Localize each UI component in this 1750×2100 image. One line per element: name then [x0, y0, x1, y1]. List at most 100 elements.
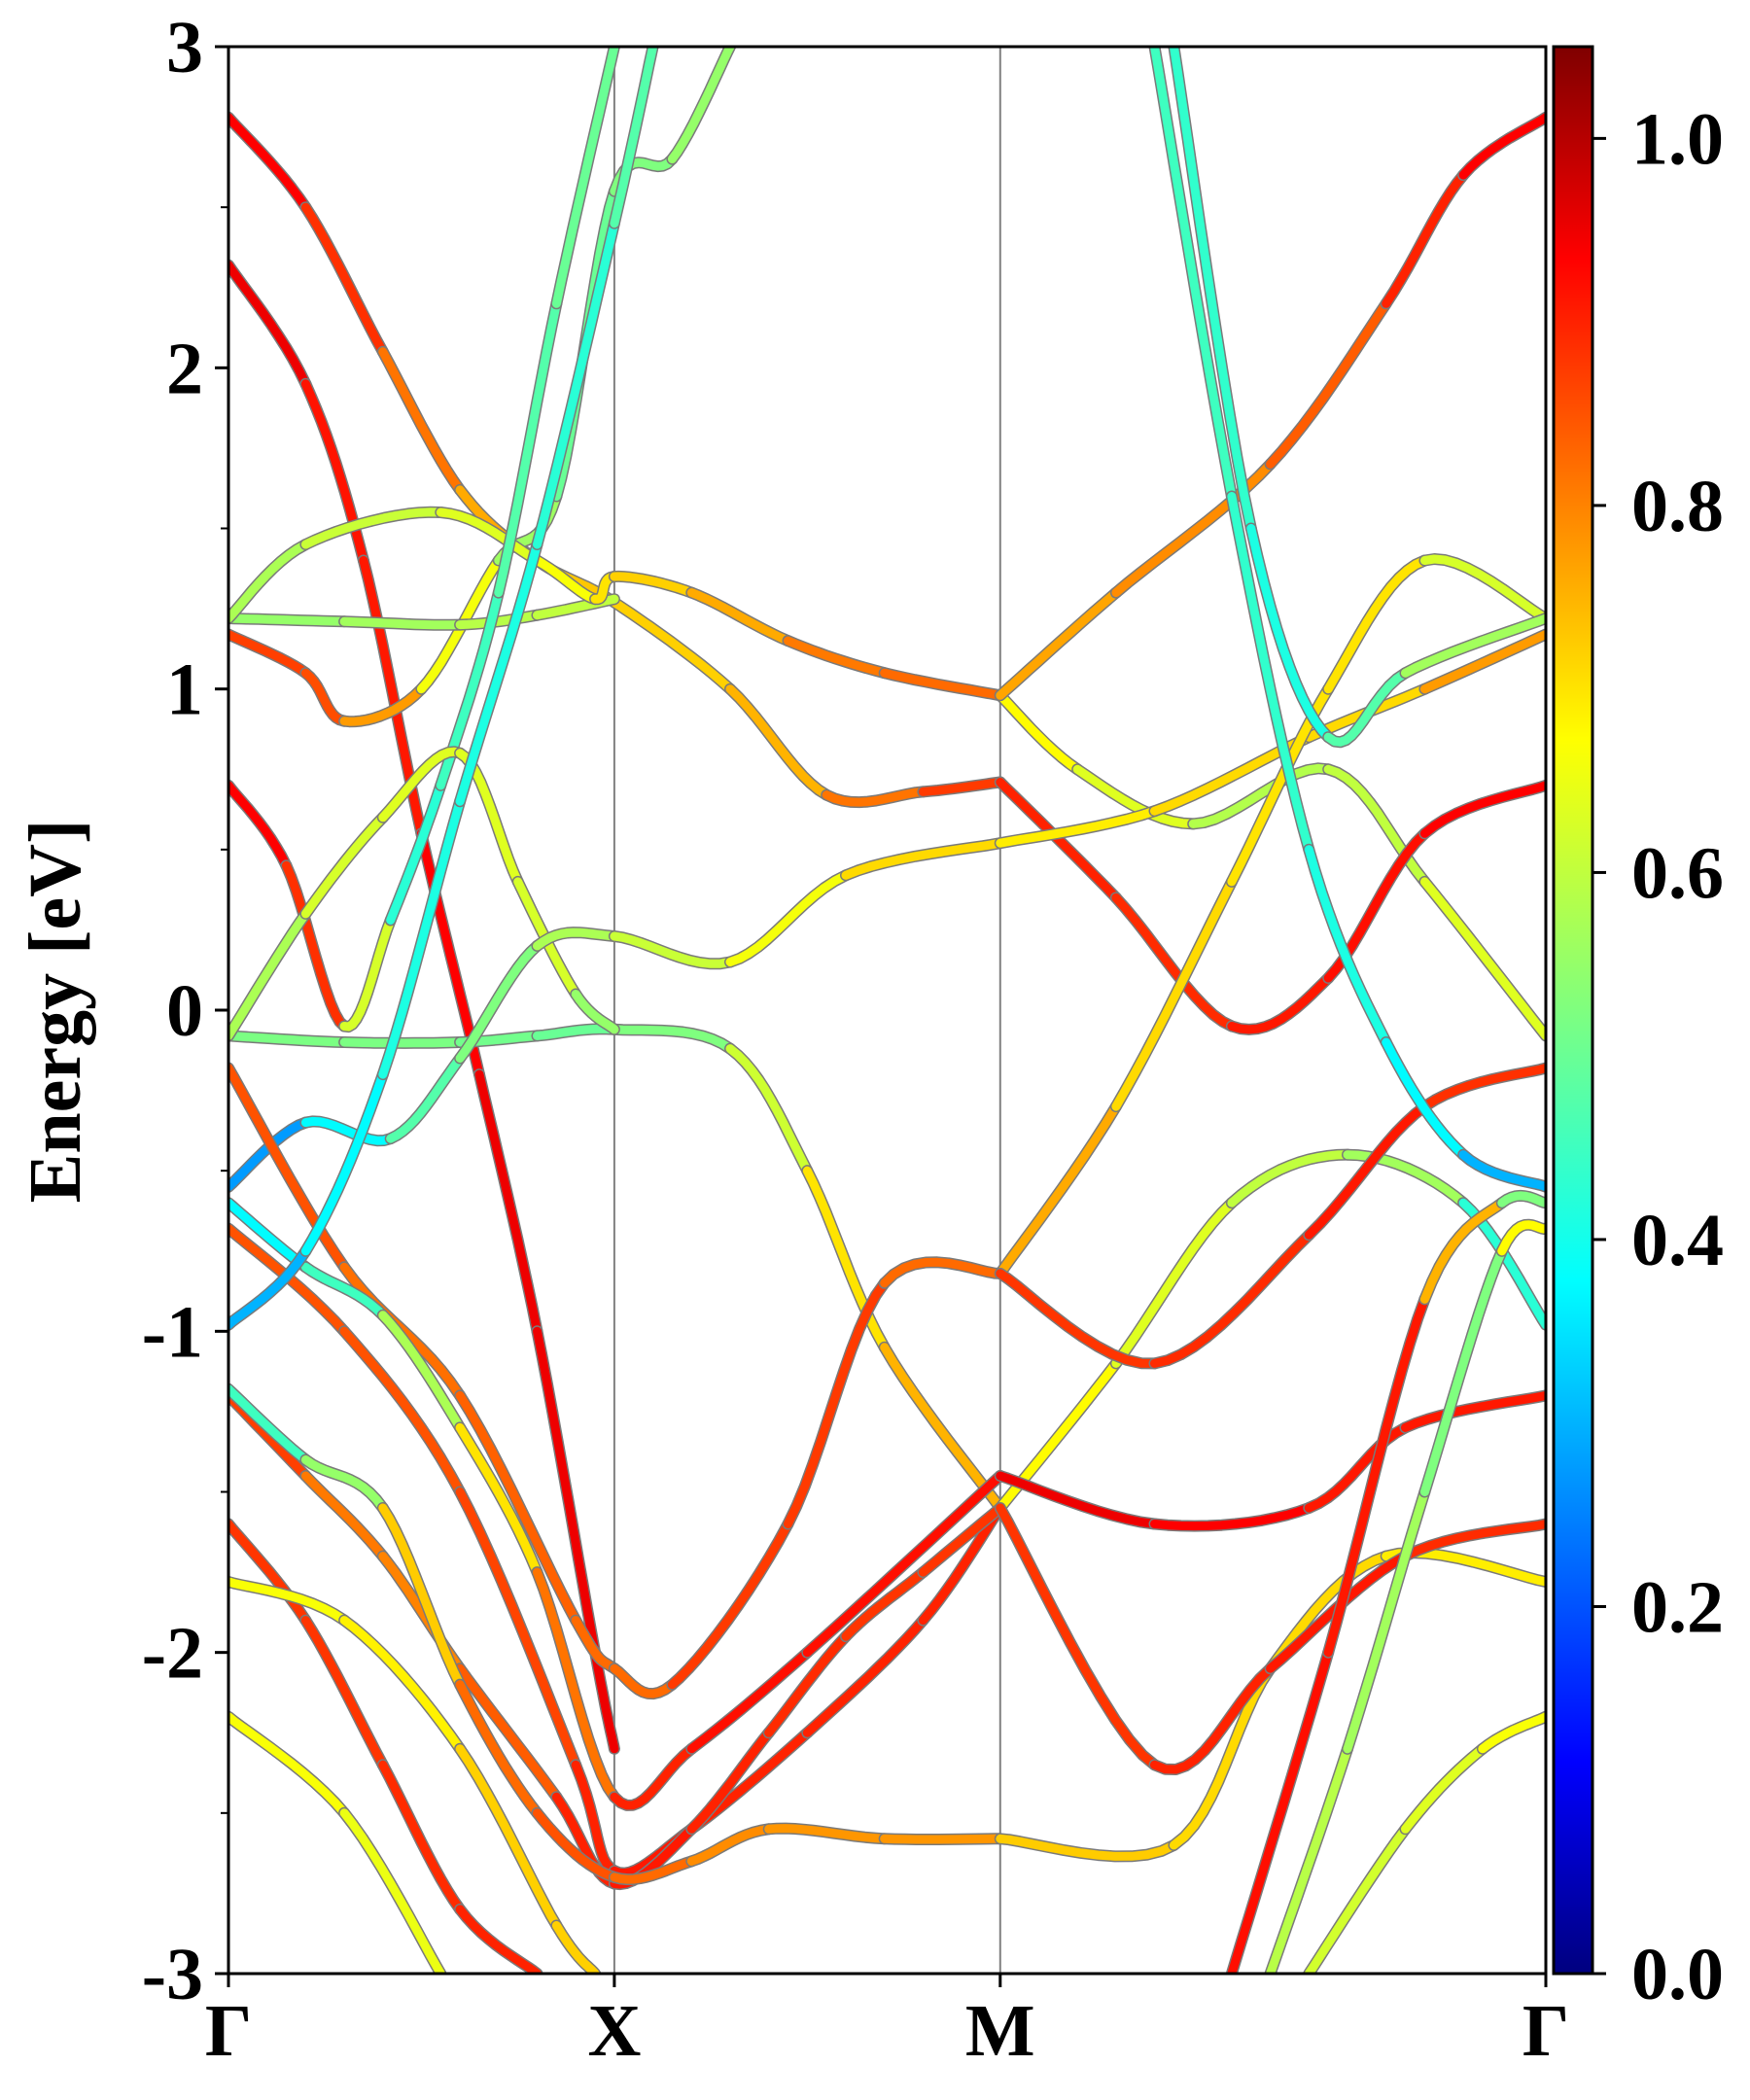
band-13-segment-3: [455, 1663, 561, 1802]
band-13-segment-1: [300, 1471, 388, 1561]
band-13-segment-8: [841, 1567, 928, 1641]
band-27-segment-0: [996, 1503, 1159, 1769]
x-tick-label-3: Γ: [1522, 1990, 1569, 2072]
band-28: [1148, 47, 1546, 1193]
band-3: [228, 593, 620, 631]
band-8-segment-7: [841, 838, 1005, 880]
band-18-segment-0: [996, 690, 1082, 774]
x-tick-label-1: X: [587, 1990, 641, 2072]
band-1-segment-0: [228, 261, 310, 389]
band-16-segment-0: [228, 1577, 349, 1626]
band-4-segment-3: [533, 556, 600, 604]
band-24-segment-3: [1401, 1390, 1546, 1432]
band-30: [1225, 1189, 1546, 1974]
band-2-segment-2: [339, 684, 426, 726]
colorbar-tick-label-4: 0.8: [1631, 466, 1724, 547]
band-12-segment-2: [378, 796, 465, 1079]
high-symmetry-lines: [612, 47, 1001, 1974]
band-12-segment-0: [228, 1246, 310, 1330]
band-25-segment-0: [996, 1269, 1159, 1368]
band-11: [228, 1222, 1006, 1879]
band-7-segment-2: [378, 747, 465, 822]
band-15: [228, 1518, 543, 1974]
band-32-segment-0: [1304, 1824, 1410, 1974]
band-5-segment-3: [386, 781, 445, 925]
band-lines: [228, 47, 1546, 1974]
band-10-segment-6: [686, 1648, 812, 1754]
colorbar-tick-label-5: 1.0: [1631, 98, 1724, 180]
band-2-segment-1: [300, 668, 349, 726]
band-8-segment-6: [725, 870, 851, 966]
band-4-segment-7: [784, 636, 890, 678]
x-tick-label-2: M: [965, 1990, 1035, 2072]
band-5-segment-2: [339, 916, 396, 1032]
band-2-segment-7: [667, 47, 735, 164]
band-22-segment-1: [1111, 877, 1237, 1111]
y-tick-label-6: -3: [142, 1934, 203, 2015]
band-29: [1168, 47, 1546, 749]
band-4-segment-2: [436, 508, 542, 565]
band-15-segment-2: [378, 1760, 465, 1914]
band-20-segment-4: [1458, 113, 1546, 180]
band-9-segment-7: [880, 1257, 1005, 1288]
band-5-segment-5: [494, 298, 561, 598]
band-10-segment-1: [300, 1262, 388, 1320]
band-12: [228, 47, 659, 1331]
band-5-segment-6: [551, 47, 619, 308]
band-28-segment-0: [1150, 47, 1237, 501]
band-20: [994, 111, 1546, 702]
y-tick-label-2: 1: [166, 649, 203, 731]
band-28-segment-3: [1382, 1037, 1468, 1160]
x-tick-label-0: Γ: [205, 1990, 252, 2072]
band-14-segment-0: [228, 1384, 310, 1464]
band-8: [228, 837, 1006, 1193]
band-1-segment-6: [590, 1648, 619, 1754]
band-10-segment-7: [802, 1471, 1005, 1658]
band-23-segment-2: [1227, 1150, 1352, 1208]
band-20-segment-2: [1266, 298, 1391, 469]
band-6-segment-3: [533, 1024, 619, 1040]
band-14-segment-6: [686, 1824, 774, 1866]
band-14-segment-4: [533, 1808, 619, 1882]
band-0-segment-8: [918, 778, 1005, 796]
band-29-segment-1: [1246, 524, 1333, 742]
band-17-segment-0: [228, 1712, 349, 1818]
band-10-segment-4: [533, 1567, 619, 1802]
band-12-segment-5: [610, 47, 658, 228]
band-25-segment-3: [1419, 1064, 1546, 1111]
band-30-segment-0: [1227, 1648, 1333, 1974]
band-29-segment-2: [1323, 668, 1410, 747]
band-18-segment-1: [1072, 764, 1198, 828]
band-20-segment-0: [996, 588, 1121, 700]
band-28-segment-2: [1304, 845, 1391, 1047]
band-13-segment-9: [918, 1503, 1005, 1577]
band-17: [228, 1710, 447, 1974]
band-14-segment-1: [300, 1455, 388, 1513]
band-9-segment-4: [610, 1663, 677, 1698]
y-tick-label-3: 0: [166, 970, 203, 1052]
band-0-segment-0: [228, 113, 310, 212]
band-0-segment-7: [822, 787, 928, 807]
band-22-segment-4: [1419, 554, 1546, 623]
band-22-segment-3: [1323, 556, 1429, 694]
band-28-segment-1: [1227, 492, 1313, 855]
band-4-segment-8: [880, 668, 1005, 700]
band-5-segment-0: [228, 781, 291, 870]
band-16-segment-3: [551, 1921, 600, 1974]
band-0-segment-5: [610, 598, 735, 694]
band-9-segment-3: [571, 1616, 619, 1673]
band-10-segment-3: [455, 1422, 542, 1577]
band-10-segment-5: [610, 1744, 696, 1810]
band-19-segment-1: [1111, 892, 1237, 1031]
band-9-segment-5: [667, 1520, 792, 1690]
band-6-segment-4: [610, 1025, 735, 1054]
band-10-segment-2: [378, 1311, 465, 1432]
band-9-segment-2: [455, 1390, 580, 1626]
band-21-segment-3: [1419, 630, 1546, 694]
band-32-segment-2: [1478, 1712, 1546, 1754]
colorbar-ticks: 0.0 0.2 0.4 0.6 0.8 1.0: [1592, 98, 1724, 2015]
band-1-segment-4: [474, 1069, 542, 1336]
band-21-segment-0: [996, 806, 1159, 848]
band-18-segment-2: [1188, 763, 1333, 828]
band-26-segment-2: [1266, 1552, 1391, 1673]
